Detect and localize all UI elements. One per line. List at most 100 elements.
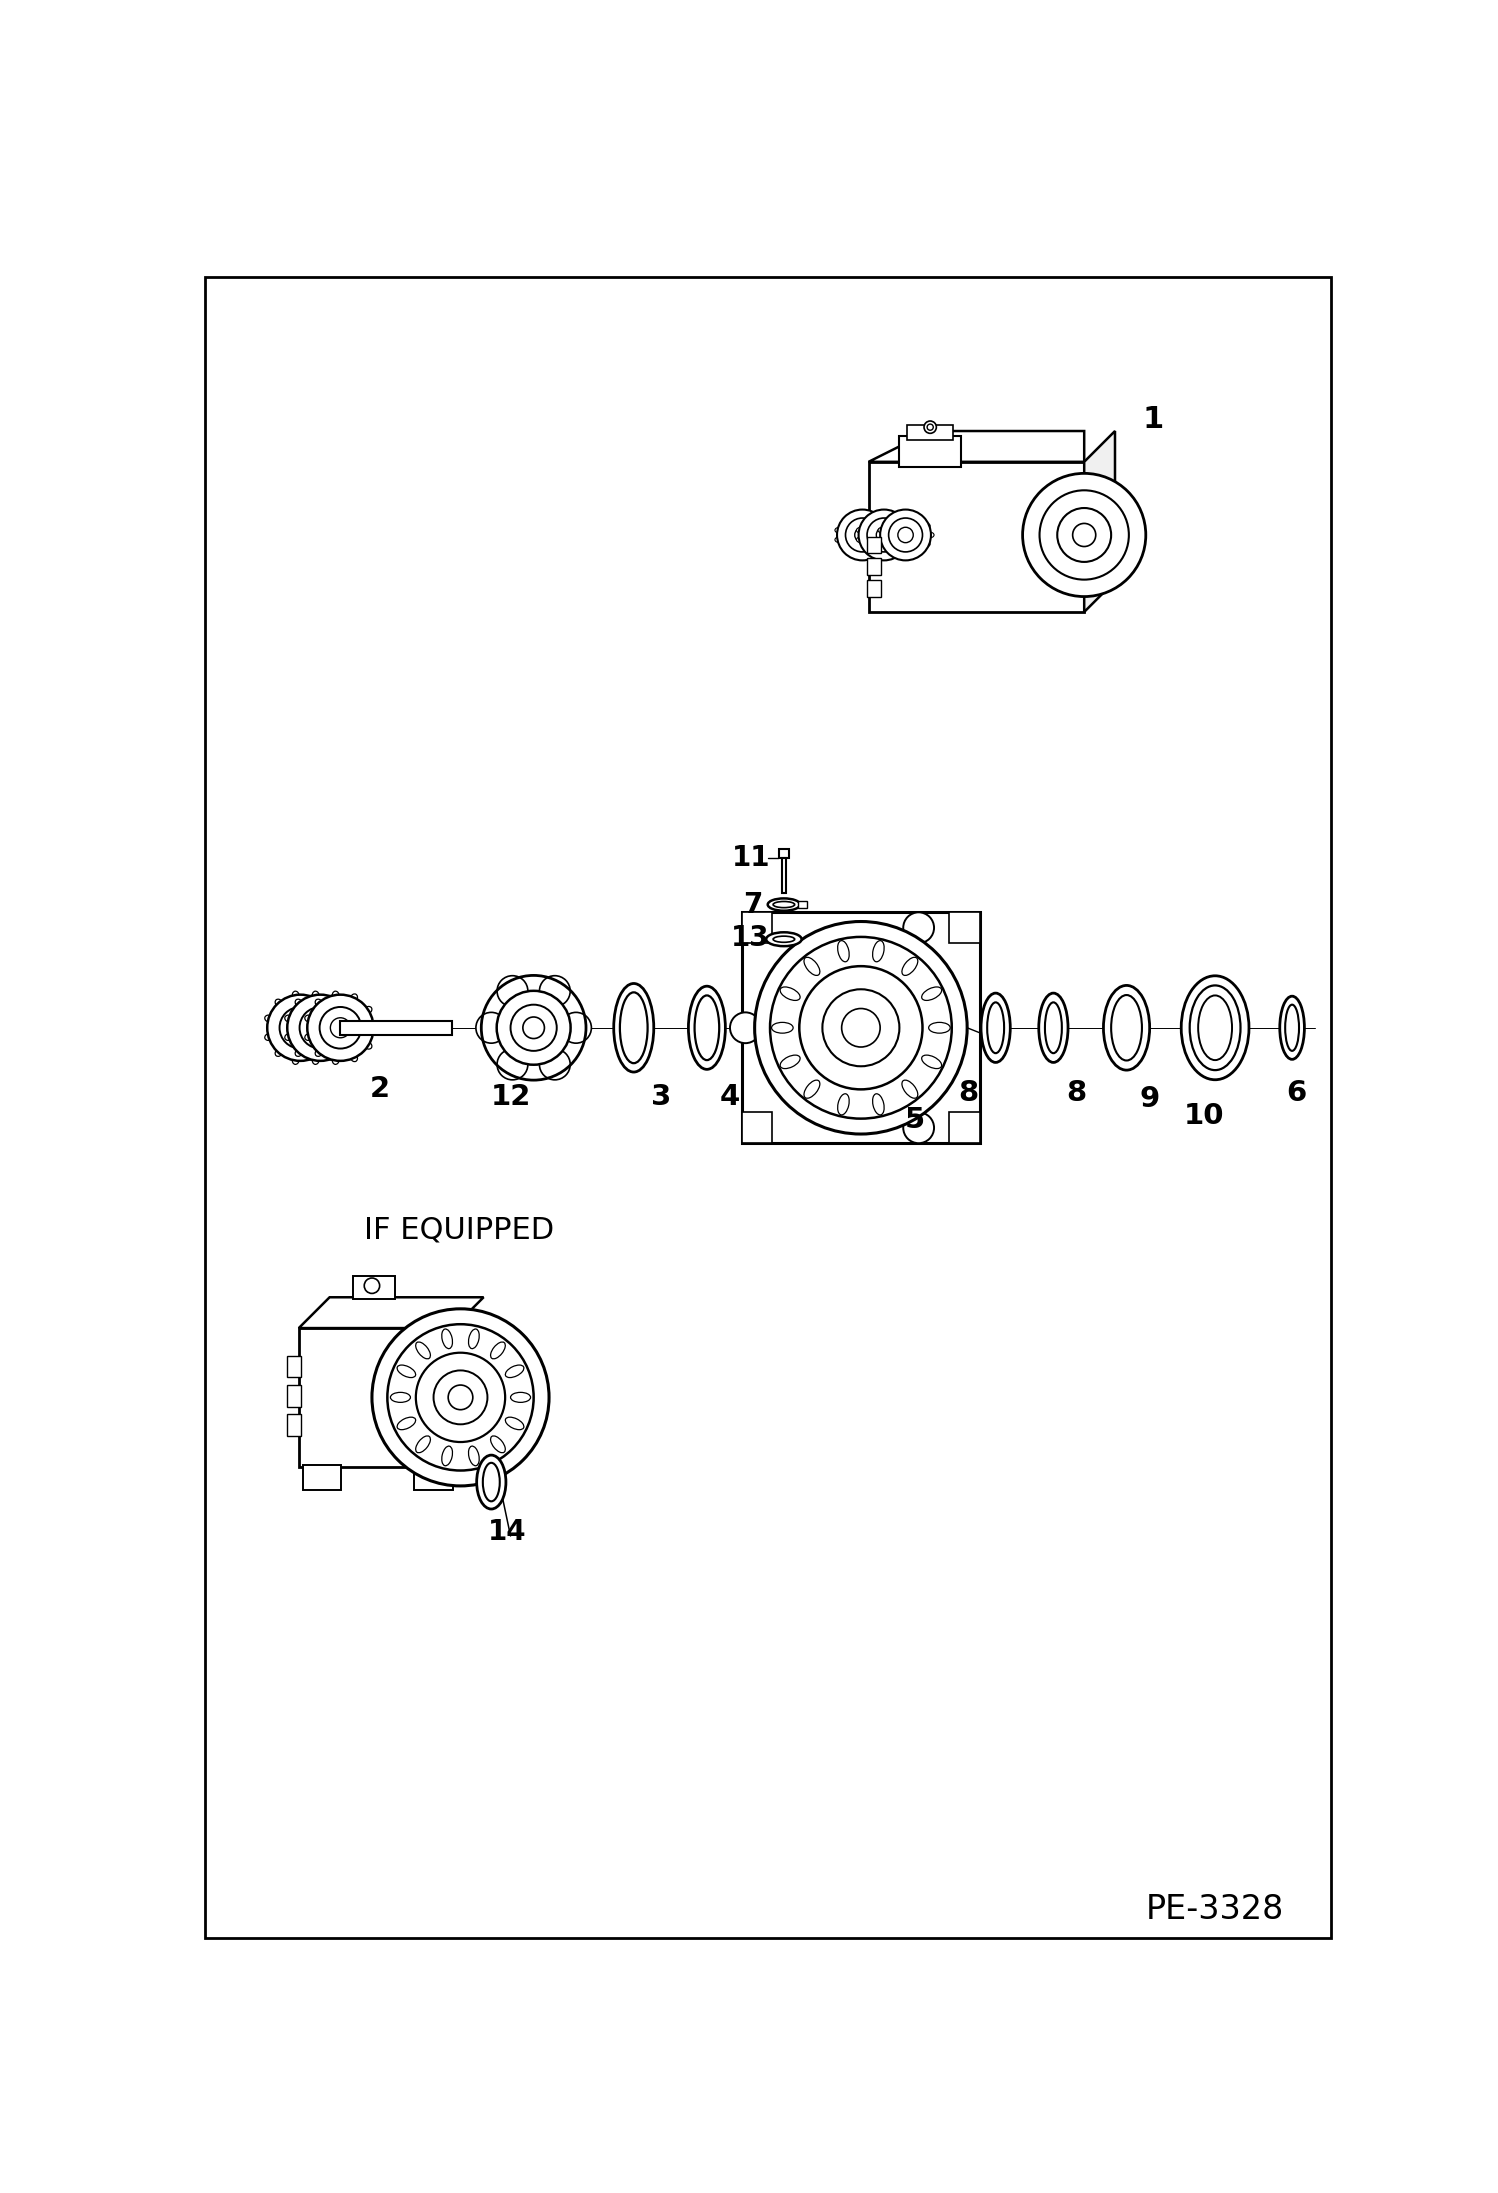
Ellipse shape <box>878 529 885 533</box>
Bar <box>288 1386 301 1406</box>
Ellipse shape <box>469 1445 479 1465</box>
Ellipse shape <box>773 901 794 908</box>
Ellipse shape <box>1189 985 1240 1070</box>
Ellipse shape <box>310 1053 318 1061</box>
Ellipse shape <box>900 524 909 529</box>
Ellipse shape <box>295 1000 303 1007</box>
Bar <box>779 849 789 857</box>
Polygon shape <box>298 1298 484 1329</box>
Bar <box>742 912 980 1143</box>
Circle shape <box>416 1353 505 1443</box>
Ellipse shape <box>469 1329 479 1349</box>
Circle shape <box>927 423 933 430</box>
Ellipse shape <box>695 996 719 1059</box>
Bar <box>298 1329 452 1467</box>
Bar <box>303 1465 342 1489</box>
Ellipse shape <box>885 520 893 524</box>
Ellipse shape <box>351 993 358 1002</box>
Ellipse shape <box>1038 993 1068 1061</box>
Ellipse shape <box>912 548 920 553</box>
Ellipse shape <box>295 1048 303 1057</box>
Ellipse shape <box>876 515 884 522</box>
Ellipse shape <box>804 1081 819 1099</box>
Text: 9: 9 <box>1140 1086 1159 1112</box>
Ellipse shape <box>767 899 800 910</box>
Ellipse shape <box>855 548 863 555</box>
Ellipse shape <box>482 1463 500 1502</box>
Ellipse shape <box>505 1364 524 1377</box>
Ellipse shape <box>857 537 864 542</box>
Text: 6: 6 <box>1285 1079 1306 1107</box>
Ellipse shape <box>330 993 337 1002</box>
Circle shape <box>388 1325 533 1472</box>
Ellipse shape <box>391 1393 410 1401</box>
Ellipse shape <box>312 991 319 1000</box>
Ellipse shape <box>857 529 864 533</box>
Circle shape <box>867 518 900 553</box>
Bar <box>950 912 980 943</box>
Ellipse shape <box>1104 985 1149 1070</box>
Circle shape <box>331 1018 351 1037</box>
Circle shape <box>858 509 909 561</box>
Ellipse shape <box>855 515 863 522</box>
Ellipse shape <box>780 1055 800 1068</box>
Text: 3: 3 <box>650 1083 671 1112</box>
Circle shape <box>267 996 334 1061</box>
Ellipse shape <box>276 1048 283 1057</box>
Bar <box>742 1112 773 1143</box>
Text: 10: 10 <box>1183 1103 1224 1129</box>
Ellipse shape <box>771 1022 792 1033</box>
Ellipse shape <box>324 1042 333 1048</box>
Ellipse shape <box>929 1022 950 1033</box>
Ellipse shape <box>304 1033 315 1039</box>
Ellipse shape <box>1112 996 1141 1061</box>
Polygon shape <box>1085 432 1115 612</box>
Ellipse shape <box>265 1033 274 1039</box>
Ellipse shape <box>351 1053 358 1061</box>
Ellipse shape <box>879 524 887 529</box>
Ellipse shape <box>285 1015 294 1022</box>
Circle shape <box>288 996 354 1061</box>
Circle shape <box>539 1048 571 1079</box>
Ellipse shape <box>310 993 318 1002</box>
Ellipse shape <box>834 529 843 533</box>
Circle shape <box>448 1386 473 1410</box>
Text: 7: 7 <box>743 890 762 919</box>
Ellipse shape <box>902 958 918 976</box>
Circle shape <box>511 1004 557 1050</box>
Text: IF EQUIPPED: IF EQUIPPED <box>364 1215 554 1246</box>
Ellipse shape <box>343 1042 352 1048</box>
Text: 5: 5 <box>905 1105 924 1134</box>
Circle shape <box>1058 509 1112 561</box>
Ellipse shape <box>442 1445 452 1465</box>
Ellipse shape <box>837 1094 849 1114</box>
Ellipse shape <box>837 941 849 963</box>
Circle shape <box>539 976 571 1007</box>
Circle shape <box>560 1013 592 1044</box>
Ellipse shape <box>369 1024 377 1031</box>
Circle shape <box>755 921 968 1134</box>
Ellipse shape <box>890 518 899 522</box>
Ellipse shape <box>315 1000 324 1007</box>
Text: 14: 14 <box>487 1518 526 1546</box>
Bar <box>352 1276 395 1298</box>
Circle shape <box>433 1371 487 1423</box>
Ellipse shape <box>1046 1002 1062 1053</box>
Text: 11: 11 <box>733 844 771 873</box>
Ellipse shape <box>921 1055 942 1068</box>
Ellipse shape <box>987 1002 1004 1053</box>
Ellipse shape <box>689 987 725 1070</box>
Circle shape <box>1023 474 1146 596</box>
Ellipse shape <box>879 542 887 546</box>
Ellipse shape <box>397 1364 415 1377</box>
Bar <box>869 463 1085 612</box>
Circle shape <box>897 526 914 542</box>
Circle shape <box>1073 524 1095 546</box>
Ellipse shape <box>285 1033 294 1039</box>
Circle shape <box>800 967 923 1090</box>
Circle shape <box>845 518 879 553</box>
Circle shape <box>280 1007 321 1048</box>
Ellipse shape <box>330 1053 337 1061</box>
Bar <box>340 1020 452 1035</box>
Bar <box>867 579 881 596</box>
